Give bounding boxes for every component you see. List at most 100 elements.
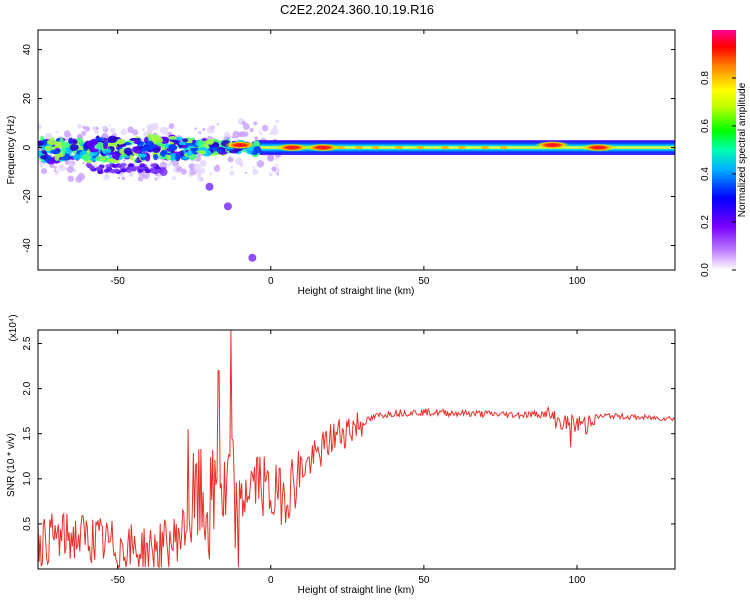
spectrogram-noise <box>252 166 256 169</box>
spectrogram-noise <box>232 130 240 139</box>
spectrogram-cell <box>50 149 61 155</box>
spectrogram-streak <box>88 165 95 170</box>
spectrogram-streak <box>113 168 120 173</box>
spectrogram-cell <box>106 142 113 146</box>
spectrogram-hot-dash <box>457 145 466 150</box>
spectrogram-noise <box>274 157 278 161</box>
spectrogram-noise <box>188 170 191 173</box>
spectrogram-cell <box>102 137 108 142</box>
spectrogram-noise <box>137 176 144 182</box>
spectrogram-streak <box>95 166 102 171</box>
snr-line <box>38 330 675 569</box>
spectrogram-cell <box>100 157 106 161</box>
spectrogram-cell <box>138 153 148 158</box>
spectrogram-noise <box>95 126 99 130</box>
spectrogram-noise <box>77 123 83 129</box>
spectrogram-noise <box>159 126 168 135</box>
spectrogram-noise <box>171 176 176 181</box>
spectrogram-cell <box>95 142 105 150</box>
spectrogram-cell <box>140 146 149 152</box>
spectrogram-noise <box>267 153 274 160</box>
colorbar-tick-label: 0.4 <box>700 167 711 181</box>
spectrogram-cell <box>178 141 185 146</box>
spectrogram-cell <box>229 149 239 154</box>
spectrogram-cell <box>61 148 66 155</box>
spectrogram-cell <box>166 155 172 161</box>
spectrogram-cell <box>124 155 130 159</box>
spectrogram-cell <box>40 154 48 160</box>
spectrogram-cell <box>168 144 178 151</box>
spectrogram-cell <box>153 153 158 161</box>
spectrogram-cell <box>199 147 207 152</box>
spectrogram-noise <box>202 127 206 131</box>
snr-y-tick-label: 2.0 <box>22 381 33 395</box>
spectrogram-noise <box>193 163 202 172</box>
spectrogram-x-tick-label: 100 <box>569 276 586 287</box>
spectrogram-x-tick-label: 50 <box>418 276 430 287</box>
spectrogram-cell <box>81 153 91 161</box>
spectrogram-noise <box>91 126 96 131</box>
snr-y-tick-label: 0.5 <box>22 517 33 531</box>
spectrogram-noise <box>122 159 126 162</box>
spectrogram-noise <box>254 136 259 141</box>
spectrogram-hot-dash <box>355 145 364 150</box>
spectrogram-noise <box>206 125 215 134</box>
spectrogram-hot-dash <box>441 145 450 150</box>
spectrogram-noise <box>167 132 172 136</box>
spectrogram-cell <box>69 143 79 151</box>
spectrogram-noise <box>273 124 277 129</box>
spectrogram-hot-dash <box>371 145 380 150</box>
spectrogram-cell <box>152 147 161 153</box>
spectrogram-y-tick-label: 40 <box>22 44 33 56</box>
spectrogram-noise <box>109 124 112 127</box>
spectrogram-noise <box>58 164 66 172</box>
spectrogram-noise <box>110 127 116 134</box>
snr-x-tick-label: 50 <box>418 575 430 586</box>
spectrogram-x-tick-label: 0 <box>268 276 274 287</box>
spectrogram-noise <box>235 157 243 166</box>
spectrogram-noise <box>180 168 187 175</box>
spectrogram-noise <box>276 172 280 176</box>
spectrogram-noise <box>67 175 75 182</box>
snr-y-multiplier: (x10⁴) <box>8 314 19 341</box>
spectrogram-noise <box>94 129 99 135</box>
spectrogram-blob <box>223 202 232 211</box>
spectrogram-cell <box>38 141 44 147</box>
spectrogram-noise <box>120 128 127 136</box>
spectrogram-cell <box>197 140 205 147</box>
spectrogram-streak <box>137 168 144 173</box>
spectrogram-noise <box>63 130 71 138</box>
spectrogram-cell <box>160 145 166 151</box>
spectrogram-y-tick-label: -40 <box>22 238 33 253</box>
snr-y-tick-label: 1.5 <box>22 426 33 440</box>
spectrogram-cell <box>115 156 120 161</box>
spectrogram-noise <box>53 165 57 169</box>
spectrogram-hot-dash <box>416 145 425 150</box>
spectrogram-noise <box>128 171 134 178</box>
spectrogram-cell <box>206 138 214 145</box>
spectrogram-noise <box>167 162 172 167</box>
spectrogram-noise <box>176 165 183 173</box>
spectrogram-cell <box>119 148 126 155</box>
spectrogram-cell <box>44 145 52 152</box>
spectrogram-hot-dash <box>499 145 508 150</box>
spectrogram-noise <box>216 123 219 126</box>
spectrogram-noise <box>196 172 202 178</box>
spectrogram-noise <box>141 171 150 180</box>
spectrogram-cell <box>190 147 199 152</box>
spectrogram-cell <box>54 153 60 161</box>
spectrogram-blob <box>159 168 168 177</box>
spectrogram-noise <box>261 124 269 132</box>
spectrogram-streak <box>150 163 157 168</box>
spectrogram-cell <box>181 156 189 160</box>
colorbar: 0.0 0.2 0.4 0.6 0.8 Normalized spectral ampl… <box>700 30 748 277</box>
spectrogram-hot-dash <box>337 145 346 150</box>
spectrogram-noise <box>67 166 74 174</box>
spectrogram-cell <box>175 153 180 161</box>
spectrogram-cell <box>54 141 63 149</box>
spectrogram-noise <box>227 156 234 163</box>
spectrogram-blob <box>248 253 257 262</box>
spectrogram-streak <box>120 168 127 173</box>
spectrogram-noise <box>229 170 235 176</box>
spectrogram-noise <box>141 128 145 132</box>
